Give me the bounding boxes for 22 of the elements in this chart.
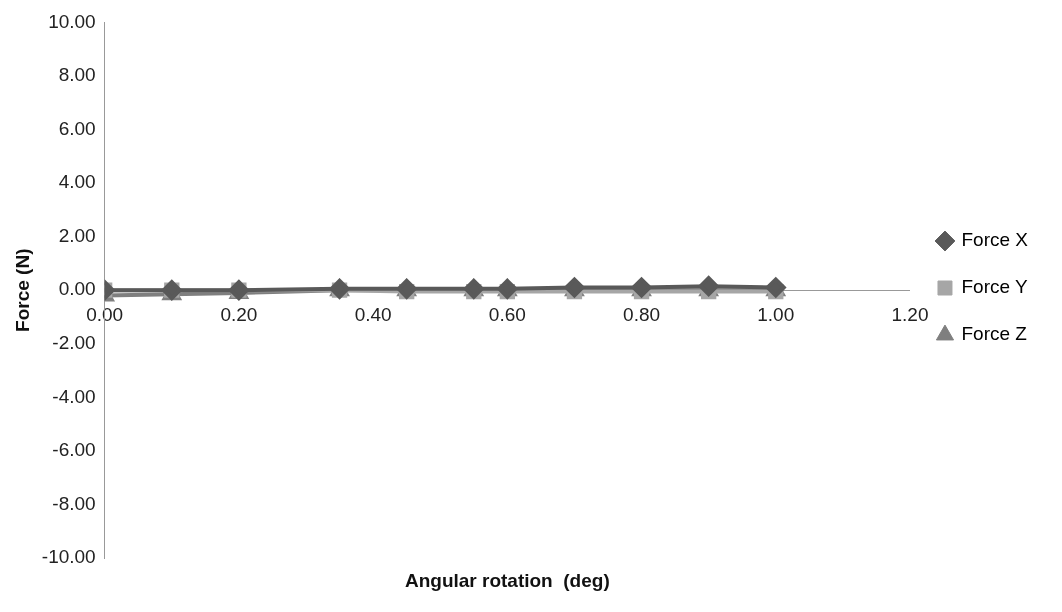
y-tick-label: -8.00 <box>52 492 96 514</box>
y-tick-label: -4.00 <box>52 385 96 407</box>
y-tick-label: -10.00 <box>41 546 96 568</box>
y-tick-label: -2.00 <box>52 331 96 353</box>
legend-label: Force Z <box>961 323 1028 345</box>
y-tick-label: 10.00 <box>48 10 96 32</box>
y-tick-label: 6.00 <box>58 117 96 139</box>
y-tick-label: -6.00 <box>52 439 96 461</box>
x-tick-label: 0.20 <box>220 303 258 325</box>
x-tick-label: 0.80 <box>623 303 661 325</box>
y-tick-label: 0.00 <box>58 278 96 300</box>
legend-label: Force Y <box>961 276 1028 298</box>
x-tick-label: 0.40 <box>354 303 392 325</box>
x-axis-title: Angular rotation (deg) <box>404 569 610 591</box>
x-tick-label: 1.20 <box>891 303 929 325</box>
y-axis-title: Force (N) <box>11 248 33 332</box>
y-tick-label: 8.00 <box>58 64 96 86</box>
legend-label: Force X <box>961 229 1029 251</box>
y-tick-label: 2.00 <box>58 224 96 246</box>
x-tick-label: 0.60 <box>488 303 526 325</box>
x-tick-label: 1.00 <box>757 303 795 325</box>
y-tick-label: 4.00 <box>58 171 96 193</box>
